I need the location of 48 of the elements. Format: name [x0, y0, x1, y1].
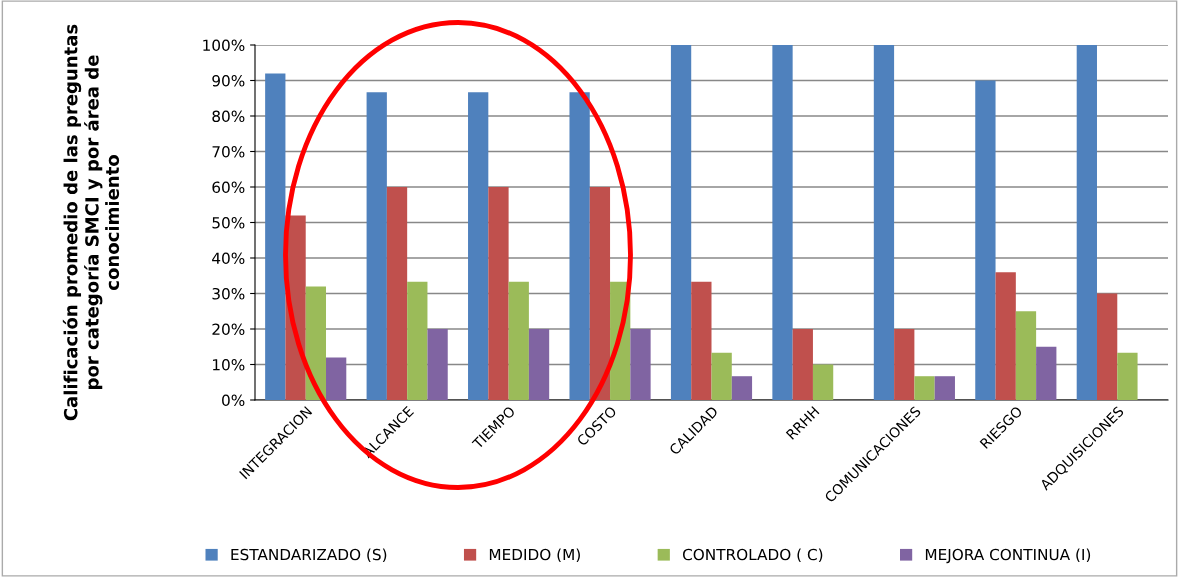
y-tick-label: 90%: [212, 74, 245, 87]
bar: [407, 281, 428, 400]
y-tick-label: 20%: [212, 323, 245, 336]
bar: [975, 80, 996, 400]
legend-label: ESTANDARIZADO (S): [231, 548, 387, 563]
bar: [386, 187, 408, 400]
bar: [914, 376, 935, 400]
y-tick-label: 50%: [212, 216, 245, 229]
bar: [812, 364, 834, 400]
bar: [711, 352, 732, 400]
bar: [792, 329, 813, 400]
y-tick-label: 10%: [213, 358, 245, 371]
bar: [1076, 45, 1097, 400]
bar: [589, 187, 611, 400]
bar: [265, 73, 286, 400]
bar: [630, 329, 651, 400]
bar: [488, 187, 509, 400]
bar: [508, 281, 529, 400]
bar: [772, 45, 793, 400]
bar: [366, 92, 387, 400]
y-tick-label: 100%: [203, 39, 245, 52]
bar: [305, 286, 327, 400]
y-tick-label: 40%: [212, 252, 245, 265]
bar: [1117, 352, 1138, 400]
bar: [326, 357, 347, 400]
bar: [873, 45, 895, 400]
bar: [468, 92, 489, 400]
bar: [569, 92, 590, 400]
legend-label: MEDIDO (M): [489, 548, 580, 563]
legend-label: MEJORA CONTINUA (I): [925, 548, 1091, 564]
bar: [1036, 346, 1057, 400]
bar: [427, 329, 448, 400]
bar: [934, 376, 955, 400]
bar: [731, 376, 753, 400]
y-axis-title: Calificación promedio de las preguntas por categoría SMCI y por área de conocimiento: [62, 24, 120, 421]
bar: [995, 272, 1016, 400]
y-tick-label: 70%: [212, 145, 245, 158]
bar: [894, 329, 915, 400]
legend-label: CONTROLADO ( C): [682, 548, 823, 563]
bar: [670, 45, 692, 400]
y-tick-label: 60%: [212, 181, 245, 194]
bar: [1015, 311, 1037, 400]
y-tick-label: 80%: [212, 110, 245, 123]
y-tick-label: 0%: [222, 394, 245, 407]
bar: [528, 329, 550, 400]
bar: [691, 281, 712, 400]
y-tick-label: 30%: [212, 287, 245, 300]
bar: [1096, 293, 1118, 400]
